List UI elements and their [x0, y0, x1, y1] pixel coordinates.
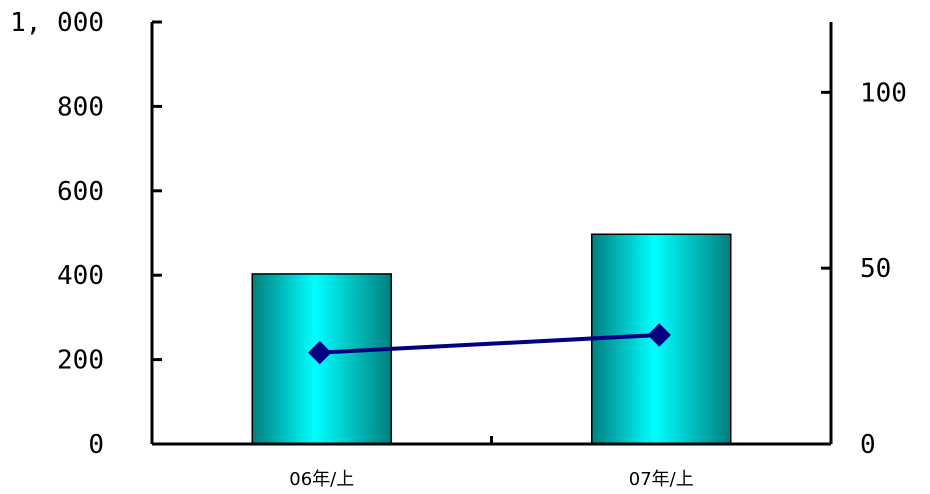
x-category-label-1: 07年/上 [629, 469, 694, 490]
y-left-tick-label-2: 400 [57, 261, 104, 291]
bars-layer [251, 233, 732, 445]
line-point-0 [308, 340, 332, 365]
y-left-tick-label-1: 200 [57, 346, 104, 376]
line-series-layer [308, 323, 671, 365]
y-left-tick-label-3: 600 [57, 177, 104, 207]
line-series-path [319, 332, 660, 355]
labels-layer: 0 200 400 600 800 1, 000 0 50 100 06年/上 07年/上 [10, 8, 907, 490]
y-right-tick-label-2: 100 [860, 78, 907, 108]
y-right-tick-label-1: 50 [860, 254, 891, 284]
y-left-tick-label-5: 1, 000 [10, 8, 104, 38]
y-left-tick-label-0: 0 [88, 430, 104, 460]
axes-layer [150, 20, 833, 446]
x-category-label-0: 06年/上 [289, 469, 354, 490]
y-left-tick-label-4: 800 [57, 92, 104, 122]
line-point-1 [647, 323, 671, 347]
y-right-tick-label-0: 0 [860, 430, 876, 460]
